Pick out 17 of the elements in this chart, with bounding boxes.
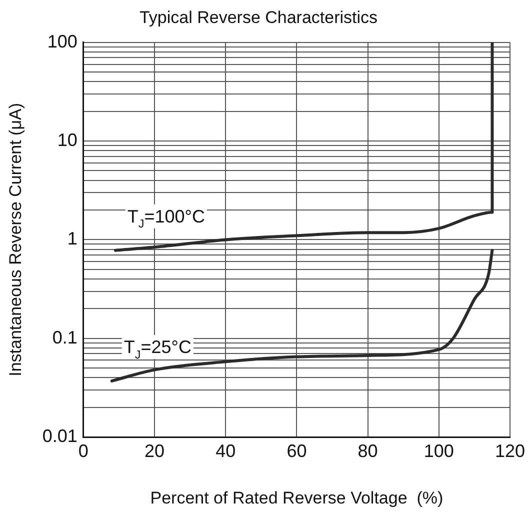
y-tick-label: 100 [47,31,78,52]
x-axis-title: Percent of Rated Reverse Voltage (%) [150,488,444,508]
y-tick-label: 1 [67,228,78,249]
y-tick-label: 0.1 [52,327,78,348]
y-tick-label: 0.01 [42,426,78,446]
x-tick-label: 100 [424,440,454,461]
y-axis-title: Instantaneous Reverse Current (μA) [6,102,25,376]
line-series [110,248,494,382]
y-tick-label: 10 [57,130,78,150]
x-tick-label: 40 [216,440,236,461]
x-tick-label: 80 [358,440,378,461]
x-tick-label: 120 [494,440,526,461]
chart-title: Typical Reverse Characteristics [139,8,378,27]
line-series [114,42,494,252]
x-tick-label: 0 [78,440,88,461]
x-tick-label: 20 [144,440,165,461]
x-tick-label: 60 [286,440,307,461]
